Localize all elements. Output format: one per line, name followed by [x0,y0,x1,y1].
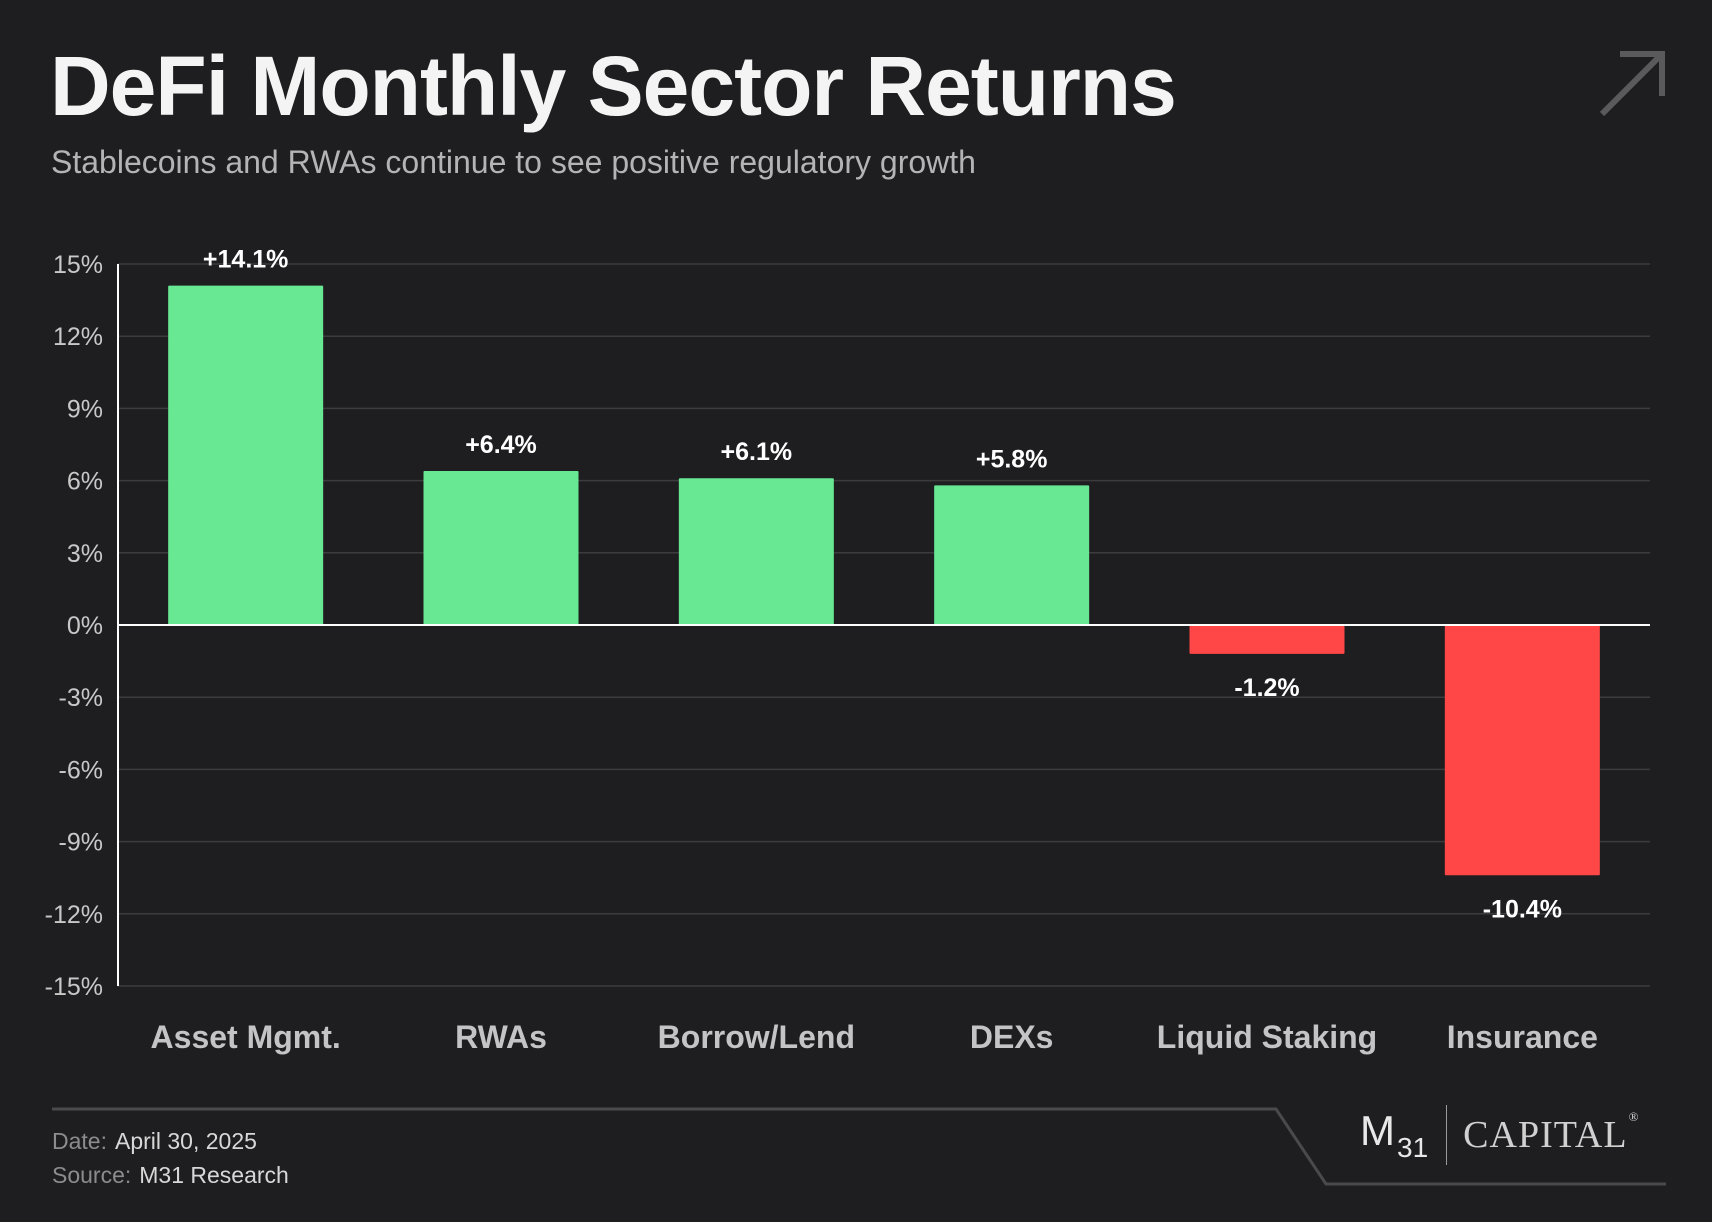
logo-mark: M31 [1360,1106,1429,1163]
category-label: Asset Mgmt. [151,1019,341,1055]
value-label: +5.8% [976,445,1048,473]
bars [168,285,1600,876]
y-tick-label: -9% [59,829,103,857]
y-tick-label: -3% [59,684,103,712]
chart-subtitle: Stablecoins and RWAs continue to see pos… [51,144,976,180]
y-tick-label: 15% [53,251,103,279]
date-key: Date: [52,1128,107,1154]
bar [423,470,579,625]
y-tick-label: 12% [53,323,103,351]
logo-divider [1446,1105,1448,1165]
source-value: M31 Research [139,1162,289,1188]
value-label: -1.2% [1234,674,1299,702]
footer-date: Date: April 30, 2025 [52,1128,257,1155]
bar [1444,625,1600,876]
category-label: Borrow/Lend [658,1019,855,1055]
y-tick-label: 9% [67,395,103,423]
footer-source: Source: M31 Research [52,1162,289,1189]
logo-text: CAPITAL ® [1463,1109,1640,1156]
source-key: Source: [52,1162,132,1188]
y-tick-label: 0% [67,612,103,640]
bar [934,485,1090,625]
value-label: +6.4% [465,431,537,459]
bar [1189,625,1345,654]
y-tick-label: 3% [67,540,103,568]
value-label: -10.4% [1483,895,1562,923]
category-label: DEXs [970,1019,1054,1055]
arrow-up-right-icon [1599,51,1665,117]
chart-title: DeFi Monthly Sector Returns [50,39,1177,133]
labels: 15% 12% 9% 6% 3% 0% -3% -6% -9% -12% -15% +14.1% Ass… [45,246,1598,1055]
value-label: +6.1% [721,438,793,466]
category-label: Insurance [1447,1019,1598,1055]
y-tick-label: -12% [45,901,103,929]
category-label: RWAs [455,1019,547,1055]
value-label: +14.1% [203,246,289,274]
category-label: Liquid Staking [1157,1019,1377,1055]
date-value: April 30, 2025 [114,1128,257,1154]
y-tick-label: -6% [59,756,103,784]
m31-capital-logo: M31 CAPITAL ® [1360,1105,1640,1165]
bar-chart: 15% 12% 9% 6% 3% 0% -3% -6% -9% -12% -15% +14.1% Ass… [45,246,1650,1055]
bar [678,478,834,625]
grid-lines [118,263,1650,987]
axes [117,264,1650,986]
y-tick-label: -15% [45,973,103,1001]
y-tick-label: 6% [67,468,103,496]
bar [168,285,324,625]
